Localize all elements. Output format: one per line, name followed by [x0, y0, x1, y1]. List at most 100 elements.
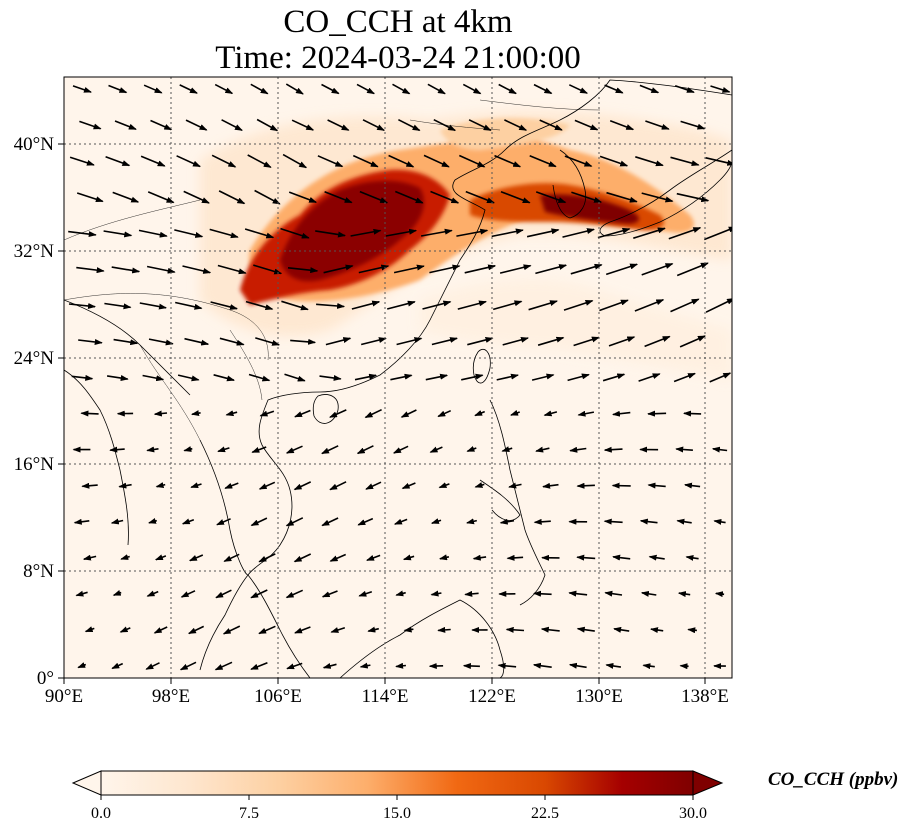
wind-arrow	[604, 590, 623, 597]
wind-arrow	[286, 662, 303, 670]
wind-arrow	[398, 118, 421, 132]
wind-arrow	[143, 84, 163, 94]
wind-arrow	[533, 518, 551, 525]
wind-arrow	[140, 155, 166, 167]
wind-arrow	[466, 446, 477, 453]
wind-arrow	[492, 300, 523, 311]
wind-arrow	[280, 227, 310, 239]
wind-arrow	[535, 446, 550, 453]
wind-arrow	[505, 626, 525, 633]
wind-arrow	[255, 337, 281, 346]
wind-arrow	[84, 626, 95, 633]
map-title: CO_CCH at 4km	[283, 4, 513, 40]
wind-arrow	[497, 662, 517, 669]
wind-arrow	[361, 337, 387, 346]
wind-arrow	[676, 518, 692, 525]
wind-arrow	[645, 120, 670, 130]
x-tick: 90°E	[45, 686, 83, 707]
wind-arrow	[288, 191, 318, 204]
wind-arrow	[639, 518, 658, 525]
wind-arrow	[154, 554, 167, 561]
wind-arrow	[356, 83, 375, 95]
wind-arrow	[576, 626, 595, 633]
wind-arrow	[385, 228, 418, 237]
wind-arrow	[281, 300, 309, 311]
wind-arrow	[214, 83, 234, 95]
gridlines	[64, 77, 732, 678]
wind-arrow	[108, 84, 128, 94]
wind-arrow	[322, 663, 337, 669]
y-tick: 16°N	[14, 454, 55, 475]
wind-arrow	[386, 300, 416, 310]
wind-arrow	[258, 481, 276, 490]
wind-arrow	[213, 374, 235, 382]
wind-arrow	[430, 190, 460, 204]
wind-arrow	[670, 156, 700, 167]
wind-arrow	[642, 663, 655, 670]
x-tick: 114°E	[362, 686, 409, 707]
wind-arrow	[604, 84, 624, 94]
wind-arrow	[324, 191, 353, 204]
wind-arrow	[683, 410, 702, 417]
wind-arrow	[358, 590, 373, 597]
wind-arrow	[422, 300, 452, 310]
wind-arrow	[359, 662, 371, 669]
wind-arrow	[225, 410, 238, 417]
wind-arrow	[254, 189, 281, 205]
wind-arrow	[431, 337, 458, 346]
y-tick: 24°N	[14, 348, 55, 369]
wind-vectors	[68, 83, 732, 671]
wind-arrow	[612, 554, 631, 561]
wind-arrow	[498, 83, 517, 95]
wind-arrow	[603, 446, 623, 453]
wind-arrow	[294, 409, 311, 418]
wind-arrow	[633, 227, 666, 239]
wind-arrow	[142, 374, 165, 382]
wind-arrow	[438, 482, 450, 489]
wind-arrow	[190, 482, 202, 489]
wind-arrow	[72, 85, 92, 93]
wind-arrow	[676, 192, 710, 203]
wind-arrow	[148, 518, 158, 524]
colorbar-label: CO_CCH (ppbv)	[768, 769, 899, 790]
wind-arrow	[316, 302, 346, 309]
wind-arrow	[577, 410, 595, 417]
wind-arrow	[106, 375, 129, 381]
wind-arrow	[285, 445, 303, 454]
wind-arrow	[528, 300, 558, 311]
wind-arrow	[321, 83, 340, 95]
wind-arrow	[351, 300, 381, 310]
wind-arrow	[366, 554, 381, 562]
wind-arrow	[181, 518, 195, 525]
wind-arrow	[635, 156, 664, 167]
wind-arrow	[146, 446, 159, 453]
wind-arrow	[599, 155, 629, 167]
wind-arrow	[568, 590, 588, 597]
wind-arrow	[466, 518, 477, 525]
wind-arrow	[244, 228, 275, 239]
wind-arrow	[403, 626, 414, 633]
wind-arrow	[138, 229, 168, 238]
wind-arrow	[103, 230, 133, 238]
wind-arrow	[474, 482, 485, 488]
wind-arrow	[402, 554, 415, 561]
wind-arrow	[329, 409, 347, 418]
wind-arrow	[247, 154, 272, 169]
wind-arrow	[462, 83, 482, 95]
wind-arrow	[423, 154, 450, 168]
colorbar-bar	[100, 770, 694, 796]
wind-arrow	[356, 445, 374, 455]
wind-arrow	[77, 662, 87, 669]
wind-arrow	[146, 265, 176, 274]
wind-arrow	[214, 661, 233, 671]
wind-arrow	[358, 264, 390, 274]
wind-arrow	[221, 119, 243, 132]
wind-arrow	[219, 337, 245, 346]
wind-arrow	[395, 590, 406, 597]
wind-arrow	[535, 264, 568, 275]
wind-arrow	[674, 84, 695, 94]
wind-arrow	[222, 625, 241, 635]
wind-arrow	[73, 518, 90, 525]
wind-arrow	[327, 119, 350, 131]
wind-arrow	[250, 589, 268, 599]
